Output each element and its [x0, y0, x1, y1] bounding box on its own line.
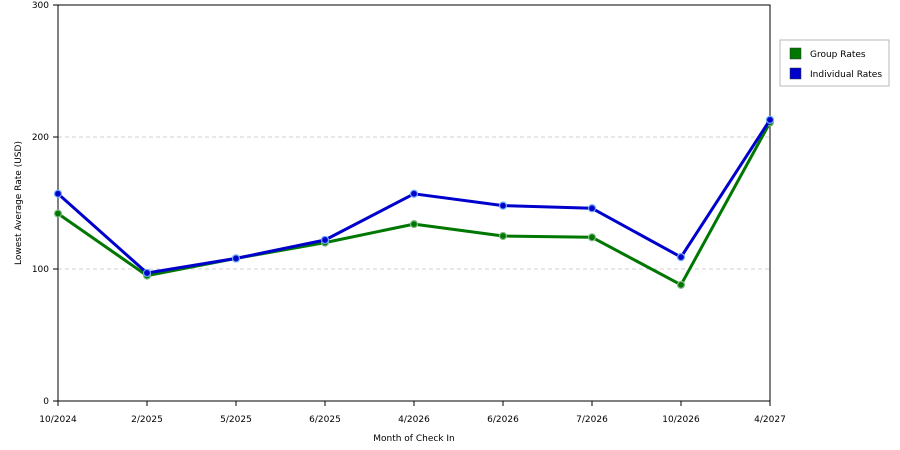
data-point-individual-rates: [320, 235, 330, 245]
x-tick-label: 7/2026: [576, 415, 608, 425]
x-tick-label: 10/2026: [662, 415, 700, 425]
series-line-group-rates: [57, 121, 772, 287]
data-point-group-rates: [676, 280, 686, 289]
grid-lines: [58, 136, 770, 270]
legend: Group Rates Individual Rates: [779, 39, 890, 87]
series-lines: [53, 115, 775, 289]
data-point-group-rates: [409, 220, 419, 229]
legend-swatch-group-rates: [789, 47, 802, 60]
x-tick-label: 4/2026: [398, 415, 430, 425]
y-tick-label: 200: [32, 133, 49, 143]
x-axis-ticks: 10/2024 2/2025 5/2025 6/2025 4/2026 6/2026 7/2…: [39, 401, 786, 425]
data-point-individual-rates: [409, 189, 419, 198]
y-axis-title: Lowest Average Rate (USD): [14, 141, 24, 265]
y-tick-label: 300: [32, 1, 49, 11]
x-tick-label: 4/2027: [754, 415, 786, 425]
data-point-group-rates: [587, 233, 597, 242]
x-tick-label: 6/2026: [487, 415, 519, 425]
data-point-group-rates: [53, 209, 63, 218]
y-tick-label: 0: [43, 397, 49, 407]
data-point-individual-rates: [53, 189, 63, 198]
data-point-individual-rates: [498, 201, 508, 210]
x-tick-label: 2/2025: [131, 415, 163, 425]
data-point-individual-rates: [587, 204, 597, 213]
axes: [57, 4, 771, 402]
x-tick-label: 5/2025: [220, 415, 252, 425]
x-tick-label: 10/2024: [39, 415, 77, 425]
plot-frame: [57, 4, 771, 402]
legend-label-individual-rates: Individual Rates: [810, 70, 882, 80]
y-tick-label: 100: [32, 265, 49, 275]
legend-label-group-rates: Group Rates: [810, 50, 866, 60]
data-point-individual-rates: [142, 268, 152, 278]
data-point-individual-rates: [676, 253, 686, 262]
data-point-group-rates: [498, 231, 508, 241]
data-point-individual-rates: [765, 115, 775, 124]
legend-swatch-individual-rates: [789, 67, 802, 80]
data-point-individual-rates: [231, 254, 241, 263]
x-tick-label: 6/2025: [309, 415, 341, 425]
x-axis-title: Month of Check In: [373, 434, 455, 444]
y-axis-ticks: 0 100 200 300: [32, 1, 58, 407]
